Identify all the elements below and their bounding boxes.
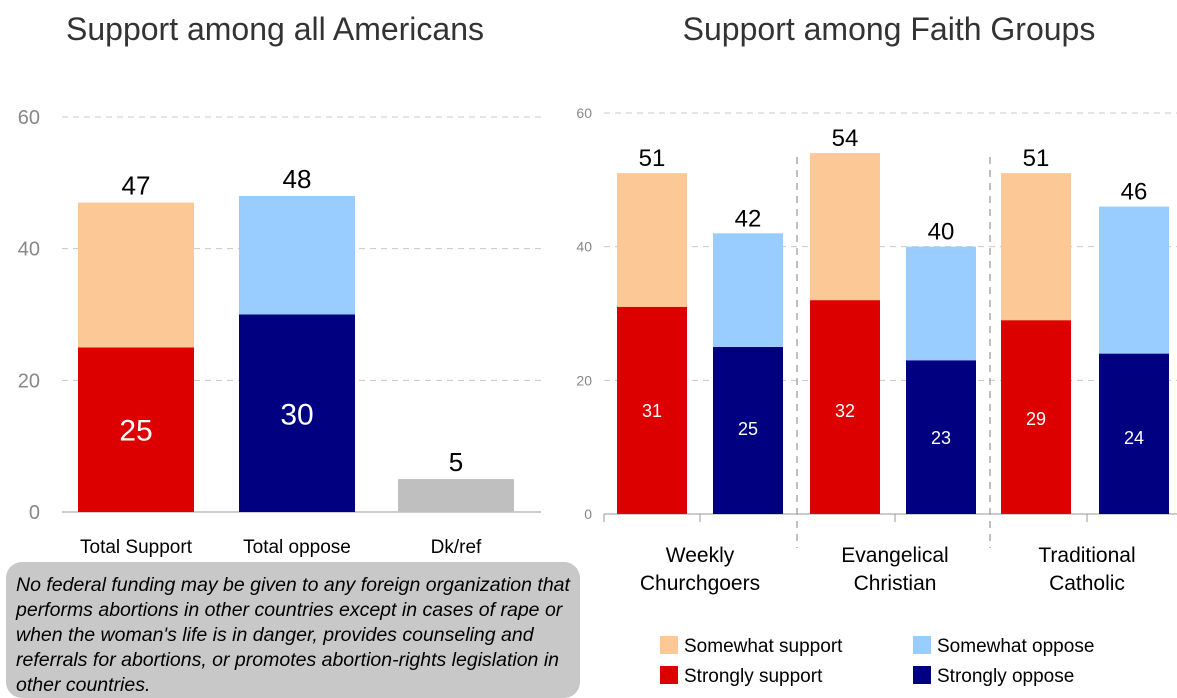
chart2-bar-segment	[1099, 206, 1169, 354]
chart1-y-tick-label: 40	[18, 239, 40, 261]
chart2-strongly-support-label: 31	[642, 401, 662, 421]
chart2-bar-segment	[617, 306, 687, 514]
chart2-group-label: Evangelical Christian	[841, 544, 948, 595]
chart1-inner-label: 25	[119, 415, 152, 448]
chart2-oppose-total-label: 40	[928, 219, 955, 246]
chart2-group-label-line: Christian	[854, 572, 937, 595]
chart2-legend-swatch	[660, 636, 678, 654]
chart1-total-label: 48	[283, 164, 312, 194]
chart1-category-label: Dk/ref	[431, 537, 482, 558]
chart1-bar-segment	[239, 196, 355, 315]
chart2-bar-segment	[906, 246, 976, 361]
chart2-legend-label: Somewhat support	[684, 636, 843, 657]
chart2-legend-swatch	[913, 636, 931, 654]
chart1-y-tick-label: 20	[18, 370, 40, 392]
chart1-y-tick-label: 0	[29, 502, 40, 524]
chart1-bar-segment	[78, 202, 194, 348]
chart2-y-tick-label: 20	[576, 372, 592, 388]
chart2-legend-swatch	[660, 666, 678, 684]
chart2-legend-label: Strongly oppose	[937, 666, 1074, 687]
chart2-bar-segment	[810, 300, 880, 514]
chart2-strongly-support-label: 29	[1026, 409, 1046, 429]
chart2-strongly-oppose-label: 24	[1124, 428, 1144, 448]
chart2-legend-label: Strongly support	[684, 666, 823, 687]
chart2-strongly-oppose-label: 23	[931, 428, 951, 448]
chart2-oppose-total-label: 42	[735, 205, 762, 232]
chart2-bar-segment	[906, 360, 976, 514]
chart2-bar-segment	[713, 346, 783, 514]
chart2-y-tick-label: 0	[584, 506, 592, 522]
chart1-bar-segment	[398, 479, 514, 512]
chart2-bar-segment	[1001, 320, 1071, 514]
chart2-strongly-oppose-label: 25	[738, 419, 758, 439]
chart2-support-total-label: 51	[1023, 145, 1050, 172]
chart1-total-label: 5	[449, 447, 463, 477]
chart2-group-label: Traditional Catholic	[1038, 544, 1135, 595]
chart1-y-tick-label: 60	[18, 107, 40, 129]
chart2-bar-segment	[810, 153, 880, 301]
chart2-y-tick-label: 40	[576, 239, 592, 255]
chart2-y-tick-label: 60	[576, 105, 592, 121]
chart2-group-label: Weekly Churchgoers	[640, 544, 760, 595]
chart2-group-label-line: Churchgoers	[640, 572, 760, 595]
chart2-bar-segment	[713, 233, 783, 347]
chart2-support-total-label: 54	[832, 125, 859, 152]
chart1-total-label: 47	[122, 171, 151, 201]
chart2-legend-swatch	[913, 666, 931, 684]
chart1-title: Support among all Americans	[66, 11, 484, 47]
chart2-bar-segment	[1001, 173, 1071, 321]
chart1-inner-label: 30	[280, 398, 313, 431]
chart2-support-total-label: 51	[639, 145, 666, 172]
chart2-bar-segment	[1099, 353, 1169, 514]
chart1-bar-segment	[78, 347, 194, 512]
question-note-text: No federal funding may be given to any f…	[16, 574, 570, 696]
chart1-category-label: Total Support	[80, 537, 193, 558]
chart2-group-label-line: Weekly	[666, 544, 735, 567]
chart2-bar-segment	[617, 173, 687, 307]
chart2-oppose-total-label: 46	[1121, 179, 1148, 206]
chart1-bar-segment	[239, 314, 355, 512]
chart2-strongly-support-label: 32	[835, 401, 855, 421]
chart2-legend-label: Somewhat oppose	[937, 636, 1094, 657]
chart2-group-label-line: Catholic	[1049, 572, 1125, 595]
chart2-title: Support among Faith Groups	[683, 11, 1096, 47]
chart2-group-label-line: Evangelical	[841, 544, 948, 567]
chart2-group-label-line: Traditional	[1038, 544, 1135, 567]
chart1-category-label: Total oppose	[243, 537, 351, 558]
question-note-box: No federal funding may be given to any f…	[6, 562, 580, 698]
